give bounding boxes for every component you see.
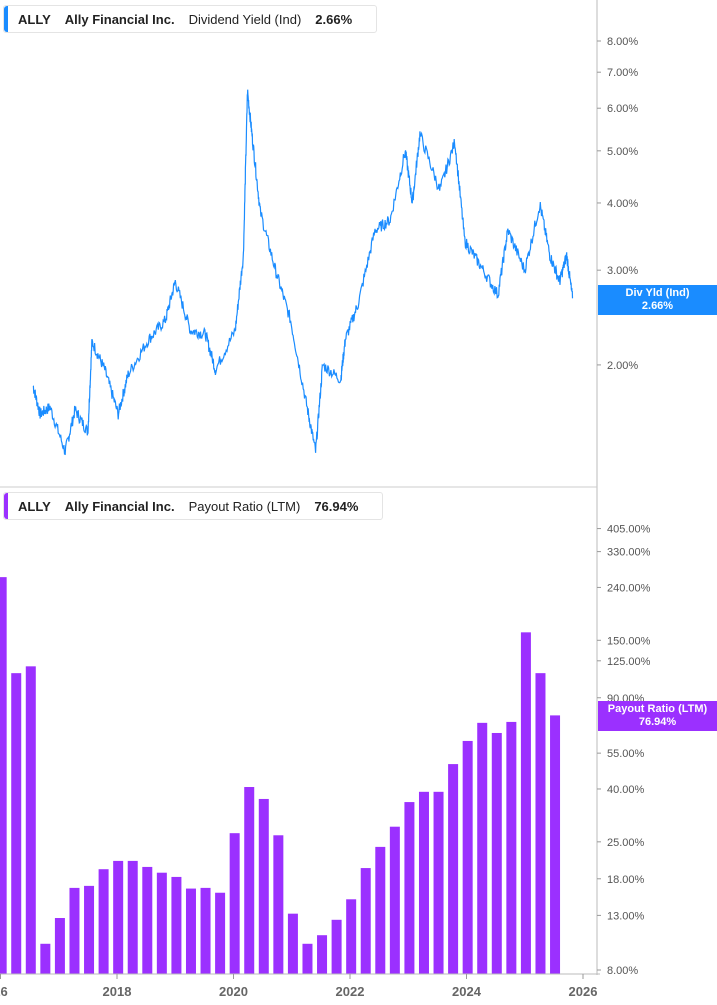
x-tick-label: 2022 — [336, 984, 365, 999]
legend-metric: Dividend Yield (Ind) — [188, 11, 302, 27]
payout-bar — [506, 721, 517, 974]
y-tick-label: 25.00% — [607, 837, 645, 849]
payout-bar — [98, 869, 109, 974]
payout-bar — [54, 918, 65, 974]
payout-bar — [40, 943, 51, 974]
payout-bar — [185, 888, 196, 974]
y-tick-label: 8.00% — [607, 965, 638, 977]
payout-bar — [346, 899, 357, 974]
payout-bar — [200, 887, 211, 974]
payout-bar — [317, 935, 328, 974]
payout-bar — [491, 732, 502, 974]
badge-label: Payout Ratio (LTM) — [607, 703, 708, 715]
y-tick-label: 2.00% — [607, 360, 638, 372]
payout-bar — [360, 868, 371, 974]
payout-bar — [127, 860, 138, 974]
y-tick-label: 4.00% — [607, 198, 638, 210]
payout-bar — [273, 835, 284, 974]
payout-bar — [535, 673, 546, 974]
legend-ticker: ALLY — [18, 11, 51, 27]
x-tick-label: 2026 — [569, 984, 598, 999]
payout-bar — [229, 833, 240, 974]
payout-bar — [389, 826, 400, 974]
legend-value: 2.66% — [315, 11, 353, 27]
legend-color-swatch — [4, 493, 8, 519]
payout-bar — [113, 860, 124, 974]
badge-value: 2.66% — [641, 300, 674, 312]
current-payout-badge: Payout Ratio (LTM) 76.94% — [598, 701, 717, 731]
payout-bar — [287, 913, 298, 974]
legend-color-swatch — [4, 6, 8, 32]
y-tick-label: 7.00% — [607, 67, 638, 79]
payout-bar — [375, 846, 386, 974]
y-tick-label: 5.00% — [607, 146, 638, 158]
legend-ticker: ALLY — [18, 498, 51, 514]
payout-bar — [244, 787, 255, 974]
payout-bar — [331, 919, 342, 974]
payout-bar — [69, 887, 80, 974]
payout-bar — [215, 892, 226, 974]
y-tick-label: 40.00% — [607, 784, 645, 796]
legend-company: Ally Financial Inc. — [64, 11, 175, 27]
y-tick-label: 13.00% — [607, 910, 645, 922]
payout-bar — [404, 802, 415, 974]
y-tick-label: 330.00% — [607, 547, 651, 559]
payout-bar — [462, 740, 473, 974]
payout-bar — [171, 876, 182, 974]
y-tick-label: 55.00% — [607, 748, 645, 760]
badge-label: Div Yld (Ind) — [625, 287, 690, 299]
payout-bar — [156, 872, 167, 974]
badge-value: 76.94% — [638, 716, 677, 728]
payout-bar — [550, 715, 561, 974]
y-tick-label: 6.00% — [607, 103, 638, 115]
current-yield-badge: Div Yld (Ind) 2.66% — [598, 285, 717, 315]
x-tick-label: 16 — [0, 984, 8, 999]
payout-bar — [258, 798, 269, 974]
x-tick-label: 2020 — [219, 984, 248, 999]
y-tick-label: 150.00% — [607, 635, 651, 647]
dividend-yield-line — [32, 89, 574, 456]
y-tick-label: 405.00% — [607, 524, 651, 536]
bottom-legend: ALLY Ally Financial Inc. Payout Ratio (L… — [3, 492, 384, 520]
x-tick-label: 2024 — [452, 984, 482, 999]
payout-bar — [302, 943, 313, 974]
payout-bar — [448, 764, 459, 974]
y-tick-label: 3.00% — [607, 265, 638, 277]
top-legend: ALLY Ally Financial Inc. Dividend Yield … — [3, 5, 378, 33]
payout-bar — [142, 866, 153, 974]
payout-bar — [0, 577, 7, 974]
payout-bar — [520, 632, 531, 974]
legend-metric: Payout Ratio (LTM) — [188, 498, 301, 514]
payout-bar — [25, 666, 36, 974]
payout-bar — [84, 885, 95, 974]
y-tick-label: 8.00% — [607, 36, 638, 48]
payout-bar — [418, 791, 429, 974]
payout-bar — [433, 791, 444, 974]
y-tick-label: 18.00% — [607, 874, 645, 886]
y-tick-label: 240.00% — [607, 582, 651, 594]
x-tick-label: 2018 — [103, 984, 132, 999]
payout-bar — [11, 673, 22, 974]
payout-bar — [477, 722, 488, 974]
y-tick-label: 125.00% — [607, 656, 651, 668]
legend-value: 76.94% — [314, 498, 359, 514]
legend-company: Ally Financial Inc. — [64, 498, 175, 514]
